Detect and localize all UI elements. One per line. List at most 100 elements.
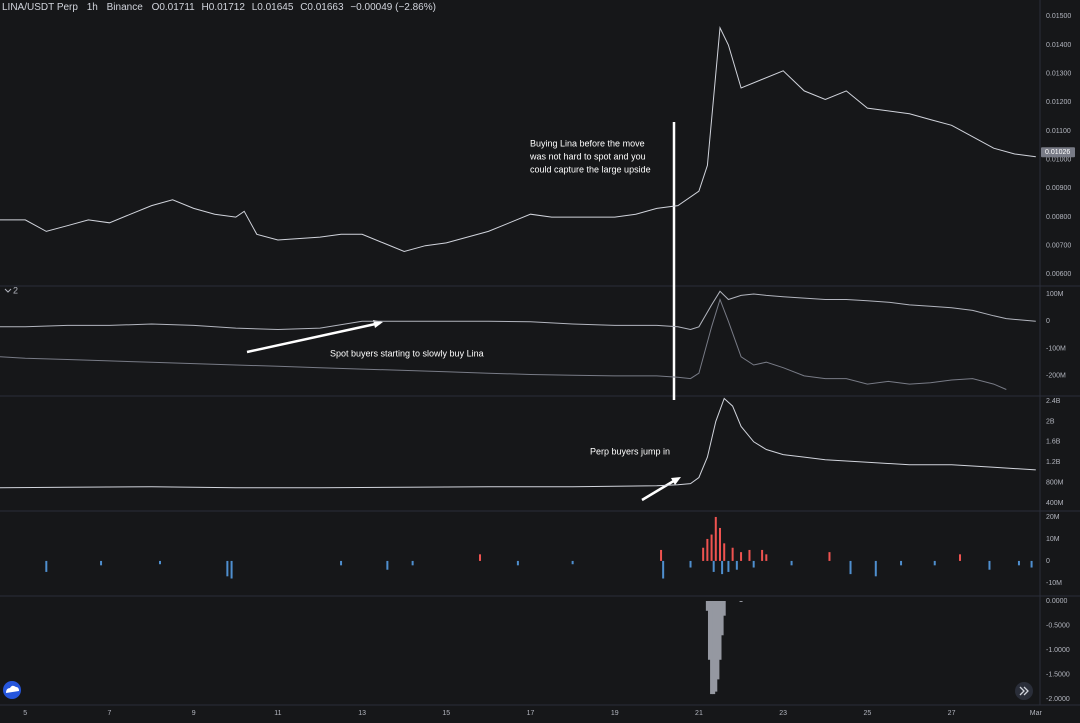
y-tick-label: 0.00600 (1046, 271, 1071, 278)
x-tick-label: 11 (274, 710, 281, 717)
x-tick-label: 23 (779, 710, 787, 717)
y-tick-label: 0.00900 (1046, 185, 1071, 192)
bar (735, 560, 738, 570)
y-tick-label: 0.0000 (1046, 598, 1068, 605)
data-line (0, 397, 1036, 489)
y-tick-label: 0 (1046, 318, 1050, 325)
bar (874, 560, 877, 577)
bar (712, 600, 716, 695)
data-line (0, 290, 1036, 331)
arrow-head (373, 320, 383, 328)
bar (765, 554, 768, 561)
annotation: could capture the large upside (530, 164, 651, 174)
x-tick-label: 17 (527, 710, 535, 717)
bar (988, 560, 991, 570)
bar (722, 600, 726, 616)
y-tick-label: 0.01500 (1046, 13, 1071, 20)
bar (714, 600, 718, 692)
bar (411, 560, 414, 566)
indicators-count[interactable]: 2 (13, 285, 18, 295)
y-tick-label: -100M (1046, 345, 1066, 352)
bar (571, 560, 574, 565)
symbol: LINA/USDT Perp (2, 2, 78, 13)
last-price-tag (1041, 147, 1075, 158)
y-tick-label: -1.5000 (1046, 671, 1070, 678)
collapse-chevron[interactable] (4, 288, 12, 293)
bar (723, 543, 726, 561)
bar (662, 560, 665, 579)
bar (705, 600, 709, 611)
bar (720, 600, 724, 636)
y-tick-label: 0.01200 (1046, 99, 1071, 106)
annotation: Spot buyers starting to slowly buy Lina (330, 348, 484, 358)
bar (731, 547, 734, 561)
scroll-right-icon (1019, 686, 1029, 696)
bar (900, 560, 903, 566)
y-tick-label: -10M (1046, 580, 1062, 587)
bar (719, 527, 721, 561)
bar (828, 552, 831, 561)
low: L0.01645 (252, 2, 294, 13)
bar (714, 516, 717, 561)
bar (226, 560, 229, 577)
y-tick-label: -1.0000 (1046, 647, 1070, 654)
data-line (0, 25, 1036, 253)
x-tick-label: 27 (948, 710, 956, 717)
bar (1030, 560, 1033, 568)
y-tick-label: 2B (1046, 418, 1055, 425)
bar (386, 560, 389, 570)
x-tick-label: 15 (442, 710, 450, 717)
bar (516, 560, 519, 566)
x-tick-label: 9 (192, 710, 196, 717)
y-tick-label: -0.5000 (1046, 622, 1070, 629)
x-tick-label: 5 (23, 710, 27, 717)
x-tick-label: 7 (108, 710, 112, 717)
annotation: Buying Lina before the move (530, 138, 645, 148)
bar (849, 560, 852, 575)
y-tick-label: 100M (1046, 291, 1064, 298)
exchange: Binance (107, 2, 144, 13)
close: C0.01663 (300, 2, 344, 13)
y-tick-label: 400M (1046, 500, 1064, 507)
x-tick-label: 25 (863, 710, 871, 717)
y-tick-label: 0 (1046, 558, 1050, 565)
bar (710, 600, 714, 695)
y-tick-label: 0.01400 (1046, 42, 1071, 49)
bar (706, 538, 709, 561)
bar (761, 549, 764, 561)
last-price-label: 0.01026 (1045, 149, 1070, 156)
bar (340, 560, 343, 566)
annotation-arrow (641, 477, 678, 502)
logo-icon (6, 685, 19, 693)
bar (739, 600, 743, 602)
high: H0.01712 (202, 2, 246, 13)
x-tick-label: Mar (1030, 710, 1043, 717)
y-tick-label: 0.01100 (1046, 128, 1071, 135)
bar (1017, 560, 1020, 566)
bar (790, 560, 793, 566)
y-tick-label: 0.01000 (1046, 157, 1071, 164)
data-line (0, 297, 1007, 390)
x-tick-label: 19 (611, 710, 619, 717)
y-tick-label: 2.4B (1046, 398, 1061, 405)
bar (660, 549, 663, 561)
bar (45, 560, 48, 572)
y-tick-label: 0.00700 (1046, 243, 1071, 250)
bar (702, 547, 705, 561)
bar (740, 552, 743, 561)
y-tick-label: 10M (1046, 536, 1060, 543)
x-tick-label: 13 (358, 710, 366, 717)
bar (721, 560, 724, 575)
bar (479, 554, 481, 561)
bar (159, 560, 161, 565)
bar (727, 560, 730, 572)
y-tick-label: 800M (1046, 479, 1064, 486)
bar (707, 600, 711, 660)
y-tick-label: -200M (1046, 373, 1066, 380)
annotation: was not hard to spot and you (529, 151, 646, 161)
open: O0.01711 (152, 2, 196, 13)
bar (716, 600, 720, 680)
bar (230, 560, 233, 579)
